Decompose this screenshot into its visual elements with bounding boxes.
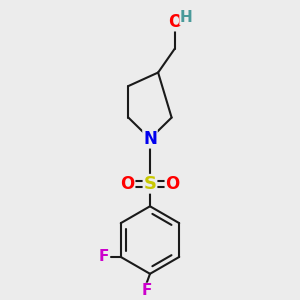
Text: F: F <box>98 249 109 264</box>
Text: S: S <box>143 175 157 193</box>
Text: O: O <box>168 13 182 31</box>
Text: O: O <box>165 175 180 193</box>
Text: O: O <box>120 175 135 193</box>
Text: H: H <box>180 10 193 25</box>
Text: F: F <box>141 284 152 298</box>
Text: N: N <box>143 130 157 148</box>
